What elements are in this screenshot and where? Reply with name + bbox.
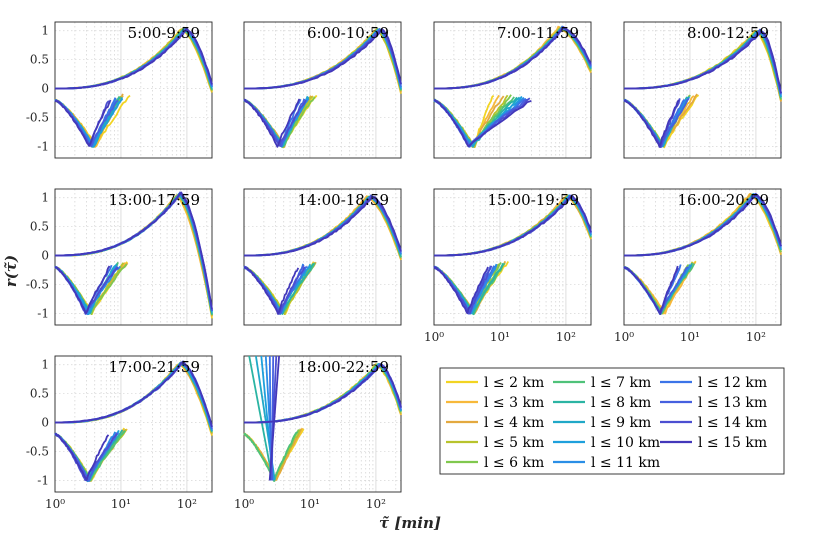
- panel-title: 8:00-12:59: [687, 24, 769, 42]
- panel-title: 5:00-9:59: [128, 24, 200, 42]
- panel-title: 16:00-20:59: [677, 191, 769, 209]
- x-tick-label: 10²: [366, 497, 386, 511]
- y-tick-label: 0: [41, 249, 49, 263]
- panel-10: 10⁰ 10¹ 10² 18:00-22:59: [234, 355, 402, 511]
- series-line-lower: [54, 432, 110, 482]
- x-tick-label: 10⁰: [234, 497, 254, 511]
- panel-2: 6:00-10:59: [243, 21, 402, 159]
- y-tick-label: 1: [41, 358, 49, 372]
- series-line-upper: [55, 27, 213, 90]
- axes-box: [623, 21, 782, 159]
- series-line-upper: [243, 363, 402, 424]
- y-tick-label: -0.5: [26, 110, 49, 124]
- legend-label: l ≤ 14 km: [698, 415, 767, 431]
- panel-title: 18:00-22:59: [297, 358, 389, 376]
- series-line-upper: [244, 195, 402, 257]
- y-tick-label: 0.5: [30, 387, 49, 401]
- y-tick-label: -1: [37, 139, 49, 153]
- series-line-upper: [244, 28, 402, 90]
- legend-label: l ≤ 12 km: [698, 375, 767, 391]
- y-tick-label: 0: [41, 416, 49, 430]
- legend-label: l ≤ 7 km: [591, 375, 651, 391]
- legend-label: l ≤ 11 km: [591, 455, 660, 471]
- y-tick-label: 0.5: [30, 53, 49, 67]
- series-line-lower: [268, 355, 280, 481]
- series-line-upper: [54, 360, 213, 428]
- x-tick-label: 10⁰: [45, 497, 65, 511]
- panel-title: 14:00-18:59: [297, 191, 389, 209]
- legend-label: l ≤ 8 km: [591, 395, 651, 411]
- x-tick-label: 10²: [556, 330, 576, 344]
- panel-5: 1 0.5 0 -0.5 -1 13:00-17:59: [26, 188, 213, 326]
- series-line-upper: [434, 26, 592, 90]
- axes-box: [433, 188, 592, 326]
- x-tick-label: 10²: [177, 497, 197, 511]
- panel-title: 13:00-17:59: [108, 191, 200, 209]
- series-line-lower: [54, 99, 112, 147]
- series-line-lower: [54, 265, 111, 314]
- panel-9: 1 0.5 0 -0.5 -1 10⁰ 10¹ 10² 17:00-21:59: [26, 355, 213, 511]
- series-line-lower: [248, 355, 274, 481]
- panel-6: 14:00-18:59: [243, 188, 402, 326]
- y-tick-label: 0: [41, 82, 49, 96]
- panel-title: 7:00-11:59: [497, 24, 579, 42]
- x-tick-label: 10¹: [300, 497, 320, 511]
- y-tick-label: 0.5: [30, 220, 49, 234]
- x-tick-label: 10¹: [490, 330, 510, 344]
- y-axis-label: r(τ̃): [2, 255, 20, 287]
- axes-box: [54, 188, 213, 326]
- axes-box: [623, 188, 782, 326]
- legend-label: l ≤ 3 km: [484, 395, 544, 411]
- series-line-lower: [243, 98, 301, 148]
- axes-box: [243, 355, 402, 493]
- series-line-lower: [433, 265, 489, 315]
- axes-box: [243, 21, 402, 159]
- x-tick-label: 10⁰: [424, 330, 444, 344]
- legend-label: l ≤ 9 km: [591, 415, 651, 431]
- legend-box: [439, 367, 785, 475]
- panel-8: 10⁰ 10¹ 10² 16:00-20:59: [614, 188, 782, 344]
- x-tick-label: 10¹: [111, 497, 131, 511]
- axes-box: [54, 21, 213, 159]
- y-tick-label: 1: [41, 191, 49, 205]
- axes-box: [433, 21, 592, 159]
- series-line-upper: [624, 193, 782, 257]
- panel-3: 7:00-11:59: [433, 21, 592, 159]
- x-axis-label: τ̃ [min]: [379, 514, 441, 532]
- legend-label: l ≤ 15 km: [698, 435, 767, 451]
- y-tick-label: -0.5: [26, 444, 49, 458]
- legend-label: l ≤ 2 km: [484, 375, 544, 391]
- panel-title: 17:00-21:59: [108, 358, 200, 376]
- x-tick-label: 10⁰: [614, 330, 634, 344]
- legend-label: l ≤ 5 km: [484, 435, 544, 451]
- series-line-lower: [243, 266, 300, 315]
- legend-label: l ≤ 13 km: [698, 395, 767, 411]
- y-tick-label: -0.5: [26, 277, 49, 291]
- series-line-lower: [243, 431, 299, 482]
- x-tick-label: 10²: [746, 330, 766, 344]
- series-line-lower: [623, 99, 680, 148]
- panel-title: 15:00-19:59: [487, 191, 579, 209]
- legend-label: l ≤ 4 km: [484, 415, 544, 431]
- x-tick-label: 10¹: [680, 330, 700, 344]
- y-tick-label: -1: [37, 473, 49, 487]
- legend-label: l ≤ 10 km: [591, 435, 660, 451]
- series-line-upper: [624, 30, 782, 94]
- legend-label: l ≤ 6 km: [484, 455, 544, 471]
- panel-4: 8:00-12:59: [623, 21, 782, 159]
- y-tick-label: 1: [41, 24, 49, 38]
- series-line-lower: [433, 98, 532, 148]
- panel-1: 1 0.5 0 -0.5 -1 5:00-9:59: [26, 21, 213, 159]
- series-line-lower: [623, 265, 679, 315]
- series-line-upper: [54, 191, 213, 310]
- panel-title: 6:00-10:59: [307, 24, 389, 42]
- series-line-upper: [434, 195, 592, 257]
- axes-box: [243, 188, 402, 326]
- legend: l ≤ 2 km l ≤ 3 km l ≤ 4 km l ≤ 5 km l ≤ 6 km…: [439, 367, 785, 475]
- y-tick-label: -1: [37, 306, 49, 320]
- panel-7: 10⁰ 10¹ 10² 15:00-19:59: [424, 188, 592, 344]
